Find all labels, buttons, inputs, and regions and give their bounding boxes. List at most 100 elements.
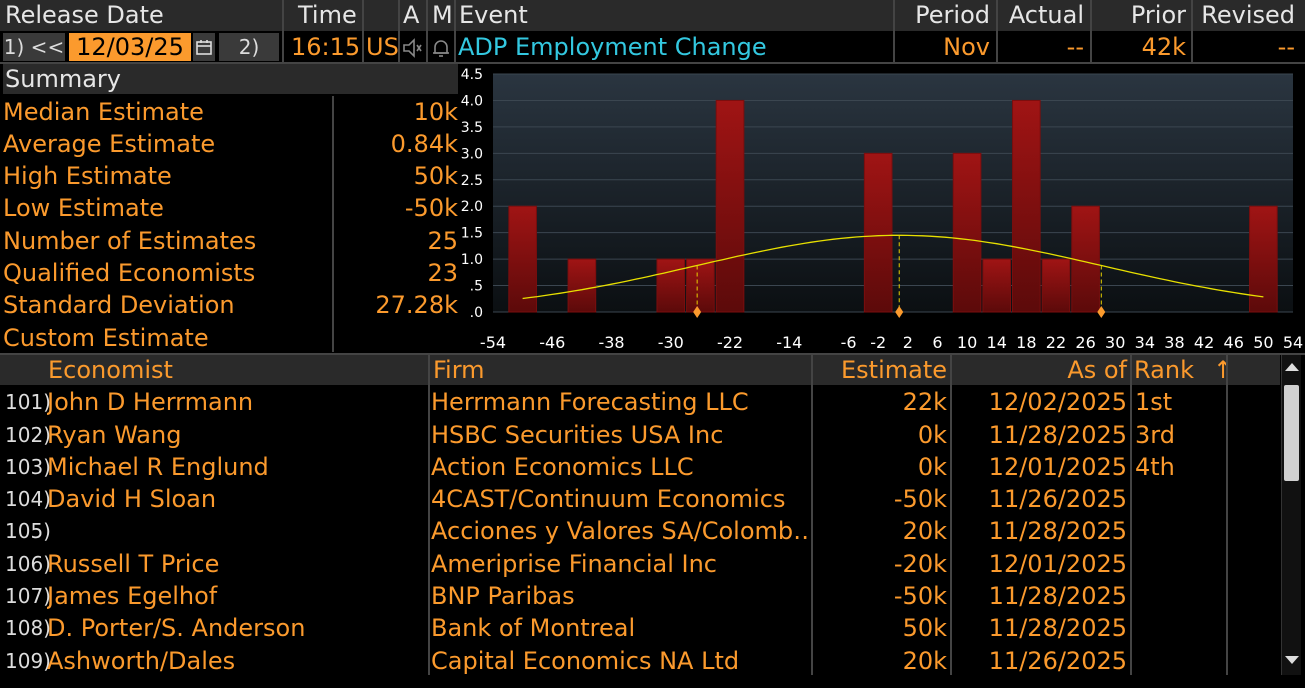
firm-name[interactable]: Acciones y Valores SA/Colomb… <box>431 517 809 545</box>
header-prior[interactable]: Prior <box>1130 1 1186 29</box>
summary-label: Median Estimate <box>3 98 204 126</box>
header-m[interactable]: M <box>432 1 453 29</box>
scroll-up-icon[interactable] <box>1285 363 1299 371</box>
economist-name[interactable]: David H Sloan <box>47 485 217 513</box>
histogram-bar <box>567 258 597 313</box>
histogram-bar <box>1012 99 1041 313</box>
firm-name[interactable]: Herrmann Forecasting LLC <box>431 388 749 416</box>
economist-name[interactable]: John D Herrmann <box>47 388 254 416</box>
date-field[interactable]: 12/03/25 <box>69 33 191 61</box>
summary-label: Average Estimate <box>3 130 216 158</box>
summary-value: 10k <box>413 98 458 126</box>
row-number: 105) <box>5 519 51 543</box>
economist-name[interactable]: Ashworth/Dales <box>47 647 236 675</box>
column-economist[interactable]: Economist <box>48 356 173 384</box>
next-button[interactable]: 2) >> <box>219 33 279 87</box>
event-period: Nov <box>943 33 990 61</box>
rank-value: 1st <box>1135 388 1173 416</box>
x-tick-label: 46 <box>1224 333 1244 352</box>
x-tick-label: 34 <box>1135 333 1155 352</box>
y-tick-label: 4.5 <box>461 67 483 83</box>
x-tick-label: -38 <box>598 333 624 352</box>
table-row[interactable]: 105) Acciones y Valores SA/Colomb… 20k 1… <box>0 515 1280 547</box>
economist-name[interactable]: James Egelhof <box>47 582 218 610</box>
y-tick-label: 3.5 <box>461 120 483 136</box>
histogram-bar <box>982 258 1012 313</box>
header-bar <box>0 0 1305 31</box>
estimate-value: 20k <box>902 517 947 545</box>
firm-name[interactable]: BNP Paribas <box>431 582 575 610</box>
column-estimate[interactable]: Estimate <box>840 356 947 384</box>
summary-row-median: Median Estimate 10k <box>3 96 458 128</box>
prev-button[interactable]: 1) << <box>3 33 65 61</box>
normal-curve <box>522 234 1264 300</box>
firm-name[interactable]: Bank of Montreal <box>431 614 636 642</box>
economist-name[interactable]: D. Porter/S. Anderson <box>47 614 306 642</box>
economist-name[interactable]: Ryan Wang <box>47 421 182 449</box>
economist-name[interactable]: Michael R Englund <box>47 453 269 481</box>
table-row[interactable]: 101) John D Herrmann Herrmann Forecastin… <box>0 386 1280 418</box>
header-event[interactable]: Event <box>459 1 528 29</box>
header-actual[interactable]: Actual <box>1008 1 1084 29</box>
summary-row-custom[interactable]: Custom Estimate <box>3 322 458 354</box>
header-a[interactable]: A <box>403 1 420 29</box>
firm-name[interactable]: HSBC Securities USA Inc <box>431 421 724 449</box>
column-as-of[interactable]: As of <box>1067 356 1127 384</box>
table-row[interactable]: 102) Ryan Wang HSBC Securities USA Inc 0… <box>0 419 1280 451</box>
summary-row-average: Average Estimate 0.84k <box>3 128 458 160</box>
marker-diamond <box>1097 306 1106 318</box>
histogram-bar <box>508 205 537 313</box>
rank-value: 3rd <box>1135 421 1175 449</box>
histogram-bar <box>656 258 686 313</box>
speaker-icon[interactable] <box>402 37 424 59</box>
header-revised[interactable]: Revised <box>1201 1 1295 29</box>
x-tick-label: 10 <box>957 333 977 352</box>
table-row[interactable]: 103) Michael R Englund Action Economics … <box>0 451 1280 483</box>
firm-name[interactable]: Ameriprise Financial Inc <box>431 550 717 578</box>
summary-value: -50k <box>404 194 458 222</box>
y-tick-label: 1.0 <box>461 252 483 268</box>
table-row[interactable]: 104) David H Sloan 4CAST/Continuum Econo… <box>0 483 1280 515</box>
economist-name[interactable]: Russell T Price <box>47 550 220 578</box>
estimate-value: -50k <box>893 582 947 610</box>
marker-diamond <box>895 306 904 318</box>
sort-arrow-icon[interactable]: ↑ <box>1213 356 1234 384</box>
row-number: 101) <box>5 390 51 414</box>
firm-name[interactable]: Capital Economics NA Ltd <box>431 647 740 675</box>
event-time: 16:15 <box>291 33 361 61</box>
table-row[interactable]: 106) Russell T Price Ameriprise Financia… <box>0 548 1280 580</box>
header-period[interactable]: Period <box>915 1 990 29</box>
event-name[interactable]: ADP Employment Change <box>458 33 767 61</box>
table-row[interactable]: 109) Ashworth/Dales Capital Economics NA… <box>0 645 1280 677</box>
x-tick-label: -14 <box>776 333 802 352</box>
firm-name[interactable]: 4CAST/Continuum Economics <box>431 485 786 513</box>
y-tick-label: .0 <box>470 305 483 321</box>
bell-icon[interactable] <box>430 37 452 59</box>
x-tick-label: -46 <box>539 333 565 352</box>
scroll-down-icon[interactable] <box>1285 656 1299 664</box>
x-tick-label: 22 <box>1046 333 1066 352</box>
row-number: 109) <box>5 649 51 673</box>
summary-row-high: High Estimate 50k <box>3 160 458 192</box>
table-header <box>0 355 1280 385</box>
event-actual: -- <box>1066 33 1084 61</box>
summary-row-count: Number of Estimates 25 <box>3 225 458 257</box>
y-tick-label: .5 <box>470 279 483 295</box>
firm-name[interactable]: Action Economics LLC <box>431 453 694 481</box>
header-time[interactable]: Time <box>298 1 357 29</box>
scrollbar[interactable] <box>1281 355 1301 675</box>
calendar-icon[interactable] <box>193 33 215 61</box>
scroll-thumb[interactable] <box>1284 385 1299 481</box>
table-row[interactable]: 107) James Egelhof BNP Paribas -50k 11/2… <box>0 580 1280 612</box>
histogram-bar <box>1071 205 1100 313</box>
y-tick-label: 4.0 <box>461 93 483 109</box>
column-rank[interactable]: Rank <box>1134 356 1194 384</box>
histogram-bar <box>1041 258 1071 313</box>
table-row[interactable]: 108) D. Porter/S. Anderson Bank of Montr… <box>0 612 1280 644</box>
summary-value: 27.28k <box>375 291 458 319</box>
row-number: 102) <box>5 423 51 447</box>
as-of-date: 11/26/2025 <box>988 647 1127 675</box>
column-firm[interactable]: Firm <box>433 356 485 384</box>
header-release-date[interactable]: Release Date <box>5 1 164 29</box>
summary-label: Qualified Economists <box>3 259 256 287</box>
